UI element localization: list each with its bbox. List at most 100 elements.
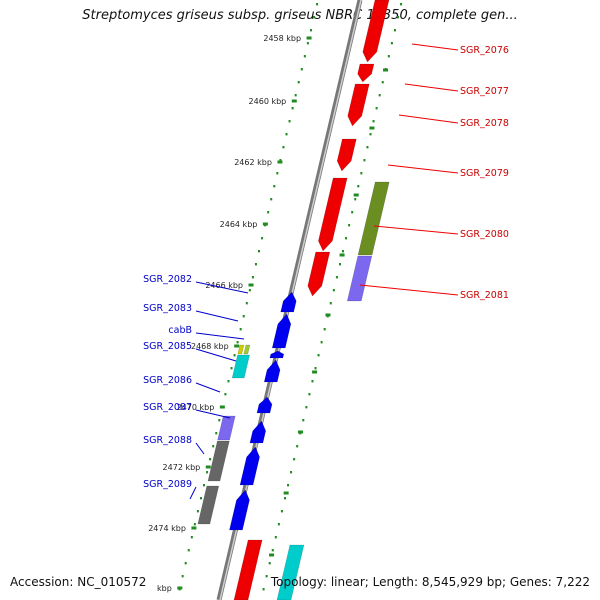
gene-sgr-2081a[interactable] [307, 251, 331, 297]
right-track-dot [271, 549, 274, 552]
gene-sgr-2087-lavender[interactable] [217, 415, 236, 441]
ruler-tick [325, 313, 331, 317]
right-track-dot [320, 341, 323, 344]
leader-line [189, 486, 197, 500]
gene-label-sgr-2083[interactable]: SGR_2083 [143, 303, 192, 314]
ruler-tick-label: 2462 kbp [234, 158, 272, 167]
gene-label-sgr-2079[interactable]: SGR_2079 [460, 168, 509, 179]
ruler-tick [219, 405, 225, 409]
gene-label-sgr-2087[interactable]: SGR_2087 [143, 402, 192, 413]
ruler-tick [353, 193, 359, 197]
gene-label-sgr-2089[interactable]: SGR_2089 [143, 479, 192, 490]
left-track-dot [242, 315, 245, 318]
ruler-tick [291, 99, 297, 103]
gene-sgr-2085[interactable] [263, 359, 281, 383]
left-track-dot [288, 120, 291, 123]
gene-sgr-2083[interactable] [271, 313, 292, 349]
gene-cyan-bottom[interactable] [276, 544, 305, 600]
right-track-dot [317, 354, 320, 357]
leader-line [195, 442, 205, 455]
gene-cabb[interactable] [269, 350, 285, 359]
gene-cabb-b[interactable] [243, 344, 251, 355]
right-track-dot [354, 198, 357, 201]
gene-sgr-2079[interactable] [336, 138, 357, 172]
right-track-dot [280, 510, 283, 513]
left-track-dot [313, 16, 316, 19]
ruler-tick-label: kbp [157, 584, 172, 593]
ruler-tick [312, 370, 318, 374]
gene-sgr-2086[interactable] [256, 396, 273, 414]
right-track-dot [345, 237, 348, 240]
gene-label-sgr-2081[interactable]: SGR_2081 [460, 290, 509, 301]
right-track-dot [302, 419, 305, 422]
right-track-dot [381, 81, 384, 84]
accession-text: Accession: NC_010572 [10, 575, 147, 589]
right-track-dot [378, 94, 381, 97]
left-track-dot [227, 380, 230, 383]
gene-features [197, 0, 390, 600]
gene-label-sgr-2077[interactable]: SGR_2077 [460, 86, 509, 97]
right-track-dot [335, 276, 338, 279]
right-track-dot [323, 328, 326, 331]
ruler-tick [177, 586, 183, 590]
left-track-dot [190, 536, 193, 539]
left-track-dot [245, 302, 248, 305]
right-track-dot [305, 406, 308, 409]
leader-line [195, 281, 249, 294]
gene-label-sgr-2078[interactable]: SGR_2078 [460, 118, 509, 129]
gene-label-sgr-2082[interactable]: SGR_2082 [143, 274, 192, 285]
right-track-dot [287, 484, 290, 487]
left-track-dot [251, 276, 254, 279]
left-track-dot [224, 393, 227, 396]
left-track-dot [233, 354, 236, 357]
ruler-tick-label: 2474 kbp [148, 524, 186, 533]
ruler-ticks: 2458 kbp 2460 kbp 2462 kbp 2464 kbp 2466 kbp… [148, 34, 389, 593]
left-track-dot [215, 432, 218, 435]
left-track-dot [309, 29, 312, 32]
gene-sgr-2089[interactable] [229, 489, 250, 531]
leader-line [195, 409, 231, 419]
left-track-dot [261, 237, 264, 240]
right-track-dot [293, 458, 296, 461]
gene-label-sgr-2085[interactable]: SGR_2085 [143, 341, 192, 352]
gene-sgr-2081[interactable] [346, 255, 373, 302]
right-track-dot [277, 523, 280, 526]
right-track-dot [332, 289, 335, 292]
gene-sgr-2082[interactable] [280, 291, 297, 313]
right-track-dot [314, 367, 317, 370]
right-track-dot [262, 588, 265, 591]
ruler-tick-label: 2472 kbp [163, 463, 201, 472]
gene-cabb-a[interactable] [237, 344, 245, 355]
gene-sgr-2088[interactable] [239, 446, 260, 486]
gene-label-sgr-2086[interactable]: SGR_2086 [143, 375, 192, 386]
gene-sgr-2080[interactable] [357, 181, 390, 256]
leader-line [195, 348, 237, 362]
gene-sgr-2076[interactable] [362, 0, 390, 63]
gene-sgr-2078[interactable] [347, 83, 370, 127]
gene-sgr-2089-gray[interactable] [197, 485, 220, 525]
gene-sgr-2077[interactable] [357, 63, 375, 83]
gene-label-sgr-2080[interactable]: SGR_2080 [460, 229, 509, 240]
left-track-dot [282, 146, 285, 149]
leader-line [398, 114, 459, 124]
page-title: Streptomyces griseus subsp. griseus NBRC… [82, 8, 518, 23]
leader-line [373, 225, 459, 235]
gene-sgr-2085-cyan[interactable] [231, 354, 250, 379]
gene-sgr-2080a[interactable] [318, 177, 348, 252]
gene-label-sgr-2088[interactable]: SGR_2088 [143, 435, 192, 446]
gene-sgr-2088-gray[interactable] [207, 440, 230, 482]
right-track-dot [311, 380, 314, 383]
leader-line [195, 332, 245, 340]
right-track-dot [397, 16, 400, 19]
right-track-dot [375, 107, 378, 110]
right-track-dot [338, 263, 341, 266]
gene-forward-bottom[interactable] [233, 539, 263, 600]
right-track-dot [283, 497, 286, 500]
gene-label-sgr-2076[interactable]: SGR_2076 [460, 45, 509, 56]
gene-label-cabb[interactable]: cabB [168, 325, 192, 336]
gene-sgr-2087[interactable] [249, 420, 267, 444]
left-track-dot [181, 575, 184, 578]
left-track-dot [254, 263, 257, 266]
right-track-dot [329, 302, 332, 305]
